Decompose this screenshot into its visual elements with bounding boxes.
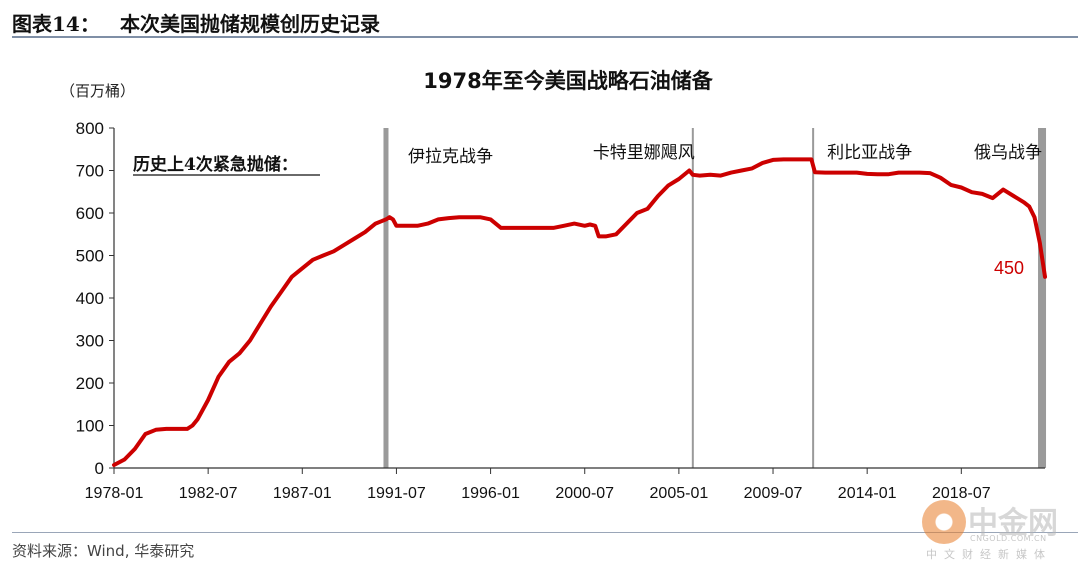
y-tick-label-500: 500 [76,247,104,266]
x-tick-label-2018-07: 2018-07 [932,485,991,502]
figure-label: 图表14： [12,12,100,36]
event-label-2: 卡特里娜飓风 [593,143,695,163]
x-tick-label-2009-07: 2009-07 [744,485,803,502]
y-tick-label-600: 600 [76,204,104,223]
y-tick-label-0: 0 [95,459,104,478]
y-tick-label-300: 300 [76,332,104,351]
y-tick-label-100: 100 [76,417,104,436]
y-tick-label-200: 200 [76,374,104,393]
chart-title: 1978年至今美国战略石油储备 [423,69,713,93]
x-tick-label-1982-07: 1982-07 [179,485,238,502]
watermark-url: CNGOLD.COM.CN [970,534,1047,543]
figure-header: 图表14： 本次美国抛储规模创历史记录 [12,6,1078,38]
figure-title: 本次美国抛储规模创历史记录 [120,12,380,36]
x-tick-label-1978-01: 1978-01 [85,485,144,502]
series-line-0 [112,157,1047,467]
y-unit-label: （百万桶） [60,82,135,100]
event-label-3: 利比亚战争 [827,143,912,163]
end-value-label: 450 [994,258,1024,278]
event-label-1: 伊拉克战争 [408,147,493,167]
watermark: 中金网 CNGOLD.COM.CN 中文财经新媒体 [922,496,1070,562]
watermark-name: 中金网 [968,506,1058,541]
x-tick-label-1991-07: 1991-07 [367,485,426,502]
event-band-3 [1038,128,1047,468]
y-tick-label-800: 800 [76,119,104,138]
event-label-4: 俄乌战争 [974,143,1042,163]
y-tick-label-400: 400 [76,289,104,308]
source-note: 资料来源：Wind, 华泰研究 [12,542,195,560]
y-tick-label-700: 700 [76,162,104,181]
footer-divider [12,532,1078,533]
x-tick-label-2005-01: 2005-01 [650,485,709,502]
x-tick-label-2014-01: 2014-01 [838,485,897,502]
x-tick-label-2000-07: 2000-07 [555,485,614,502]
x-tick-label-1996-01: 1996-01 [461,485,520,502]
watermark-tagline: 中文财经新媒体 [926,548,1052,561]
annotation-emergency-releases: 历史上4次紧急抛储： [133,154,298,175]
watermark-logo-icon [922,500,966,544]
x-tick-label-1987-01: 1987-01 [273,485,332,502]
